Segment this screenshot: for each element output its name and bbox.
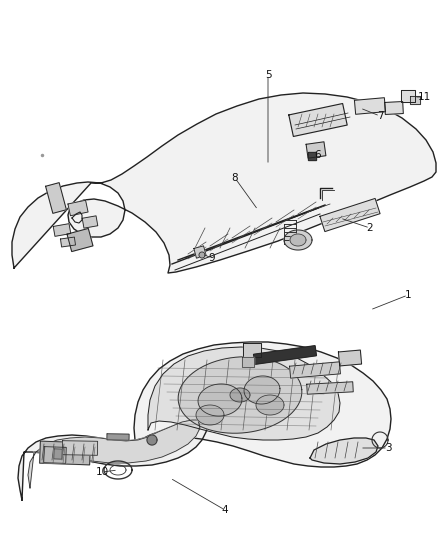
Polygon shape bbox=[46, 183, 67, 213]
Polygon shape bbox=[28, 420, 200, 488]
Text: 3: 3 bbox=[385, 443, 391, 453]
Polygon shape bbox=[199, 252, 205, 258]
Polygon shape bbox=[354, 98, 385, 114]
Polygon shape bbox=[194, 246, 206, 258]
Polygon shape bbox=[320, 198, 380, 231]
Polygon shape bbox=[243, 343, 261, 357]
Text: 6: 6 bbox=[314, 150, 321, 160]
Polygon shape bbox=[290, 362, 340, 378]
Polygon shape bbox=[67, 229, 93, 252]
Text: 8: 8 bbox=[232, 173, 238, 183]
Text: 7: 7 bbox=[377, 111, 383, 121]
Polygon shape bbox=[401, 90, 415, 102]
Polygon shape bbox=[44, 447, 66, 463]
Text: 10: 10 bbox=[95, 467, 109, 477]
Polygon shape bbox=[18, 418, 208, 500]
Polygon shape bbox=[244, 376, 280, 404]
Polygon shape bbox=[242, 357, 254, 367]
Polygon shape bbox=[178, 357, 302, 433]
Text: 4: 4 bbox=[222, 505, 228, 515]
Polygon shape bbox=[385, 102, 403, 115]
Polygon shape bbox=[134, 342, 391, 467]
Polygon shape bbox=[339, 350, 361, 366]
Polygon shape bbox=[82, 216, 98, 228]
Text: 2: 2 bbox=[367, 223, 373, 233]
Text: 1: 1 bbox=[405, 290, 411, 300]
Polygon shape bbox=[310, 438, 378, 464]
Polygon shape bbox=[306, 142, 326, 158]
Polygon shape bbox=[12, 93, 436, 273]
Polygon shape bbox=[308, 152, 316, 160]
Polygon shape bbox=[230, 388, 250, 402]
Polygon shape bbox=[68, 200, 88, 216]
Polygon shape bbox=[107, 434, 129, 440]
Polygon shape bbox=[410, 96, 420, 104]
Polygon shape bbox=[254, 346, 316, 364]
Text: 5: 5 bbox=[265, 70, 271, 80]
Polygon shape bbox=[198, 384, 242, 416]
Polygon shape bbox=[39, 441, 90, 465]
Polygon shape bbox=[62, 441, 98, 455]
Polygon shape bbox=[53, 224, 71, 236]
Polygon shape bbox=[290, 234, 306, 246]
Polygon shape bbox=[289, 103, 347, 136]
Polygon shape bbox=[54, 449, 62, 459]
Polygon shape bbox=[307, 382, 353, 394]
Text: 11: 11 bbox=[417, 92, 431, 102]
Polygon shape bbox=[284, 230, 312, 250]
Polygon shape bbox=[60, 237, 75, 247]
Polygon shape bbox=[256, 395, 284, 415]
Polygon shape bbox=[196, 405, 224, 425]
Polygon shape bbox=[148, 347, 340, 440]
Text: 9: 9 bbox=[208, 253, 215, 263]
Polygon shape bbox=[147, 435, 157, 445]
